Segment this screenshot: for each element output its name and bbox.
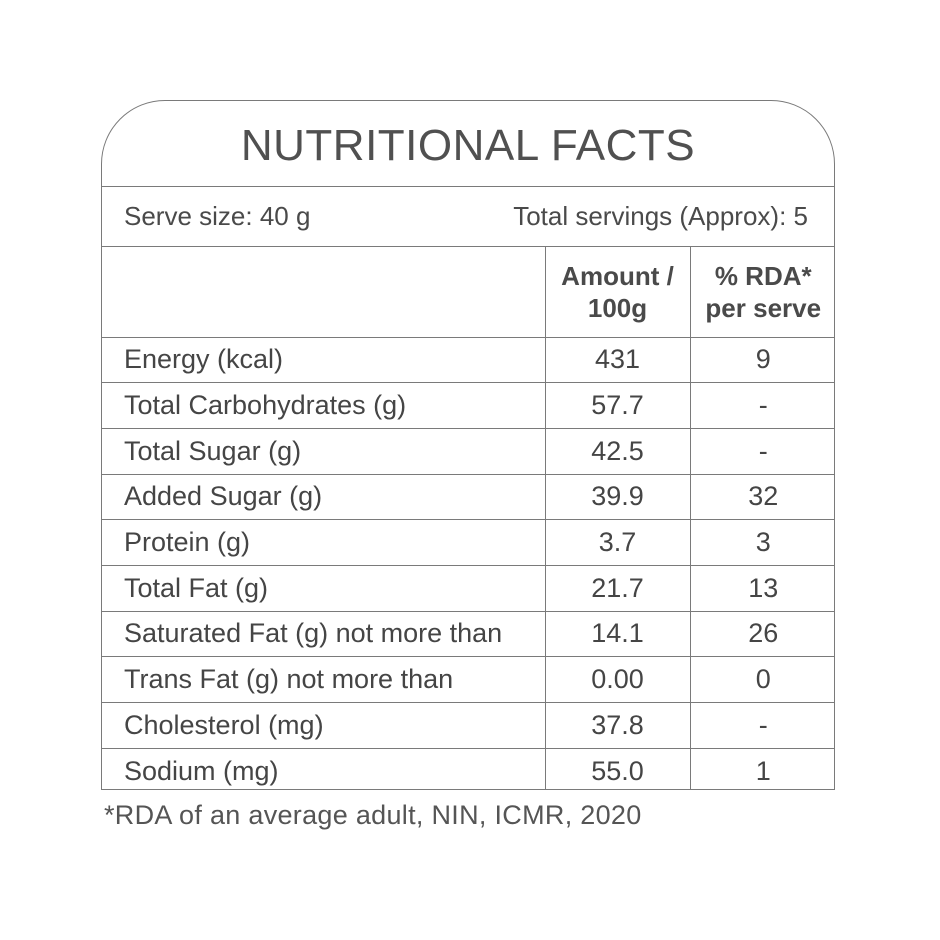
rda-value: 26: [689, 610, 834, 657]
header-amount: Amount / 100g: [544, 247, 690, 337]
table-row: Total Carbohydrates (g) 57.7 -: [102, 382, 834, 429]
nutrient-name: Protein (g): [102, 519, 545, 566]
header-nutrient: [102, 247, 545, 337]
amount-value: 0.00: [544, 656, 690, 703]
rda-value: -: [689, 702, 834, 749]
amount-value: 431: [544, 336, 690, 383]
header-rda-line1: % RDA*: [714, 260, 812, 291]
rda-value: 1: [689, 747, 834, 789]
amount-value: 21.7: [544, 564, 690, 612]
rda-value: 13: [689, 564, 834, 612]
table-row: Energy (kcal) 431 9: [102, 336, 834, 383]
nutrient-name: Total Sugar (g): [102, 427, 545, 475]
rda-value: 32: [689, 473, 834, 520]
table-row: Sodium (mg) 55.0 1: [102, 747, 834, 789]
amount-value: 3.7: [544, 519, 690, 566]
serve-size: Serve size: 40 g: [124, 201, 311, 231]
table-row: Total Fat (g) 21.7 13: [102, 564, 834, 612]
nutrition-table: Amount / 100g % RDA* per serve Energy (k…: [102, 247, 834, 789]
amount-value: 39.9: [544, 473, 690, 520]
header-rda: % RDA* per serve: [689, 247, 834, 337]
nutrient-name: Saturated Fat (g) not more than: [102, 610, 545, 657]
table-row: Added Sugar (g) 39.9 32: [102, 473, 834, 520]
panel-title: NUTRITIONAL FACTS: [102, 101, 834, 187]
total-servings: Total servings (Approx): 5: [513, 201, 808, 231]
amount-value: 42.5: [544, 427, 690, 475]
table-row: Trans Fat (g) not more than 0.00 0: [102, 656, 834, 703]
table-header-row: Amount / 100g % RDA* per serve: [102, 247, 834, 337]
rda-footnote: *RDA of an average adult, NIN, ICMR, 202…: [104, 800, 642, 830]
nutrient-name: Total Carbohydrates (g): [102, 382, 545, 429]
table-row: Cholesterol (mg) 37.8 -: [102, 702, 834, 749]
amount-value: 55.0: [544, 747, 690, 789]
amount-value: 57.7: [544, 382, 690, 429]
table-row: Saturated Fat (g) not more than 14.1 26: [102, 610, 834, 657]
table-row: Protein (g) 3.7 3: [102, 519, 834, 566]
nutrition-facts-panel: NUTRITIONAL FACTS Serve size: 40 g Total…: [101, 100, 835, 790]
header-rda-line2: per serve: [705, 292, 822, 323]
nutrient-name: Energy (kcal): [102, 336, 545, 383]
serving-info-row: Serve size: 40 g Total servings (Approx)…: [102, 187, 834, 247]
rda-value: 9: [689, 336, 834, 383]
rda-value: -: [689, 382, 834, 429]
nutrient-name: Total Fat (g): [102, 564, 545, 612]
table-row: Total Sugar (g) 42.5 -: [102, 427, 834, 475]
nutrient-name: Trans Fat (g) not more than: [102, 656, 545, 703]
nutrient-name: Sodium (mg): [102, 747, 545, 789]
rda-value: -: [689, 427, 834, 475]
rda-value: 3: [689, 519, 834, 566]
header-amount-line2: 100g: [587, 292, 648, 323]
nutrient-name: Cholesterol (mg): [102, 702, 545, 749]
amount-value: 14.1: [544, 610, 690, 657]
rda-value: 0: [689, 656, 834, 703]
header-amount-line1: Amount /: [561, 260, 674, 291]
amount-value: 37.8: [544, 702, 690, 749]
nutrient-name: Added Sugar (g): [102, 473, 545, 520]
